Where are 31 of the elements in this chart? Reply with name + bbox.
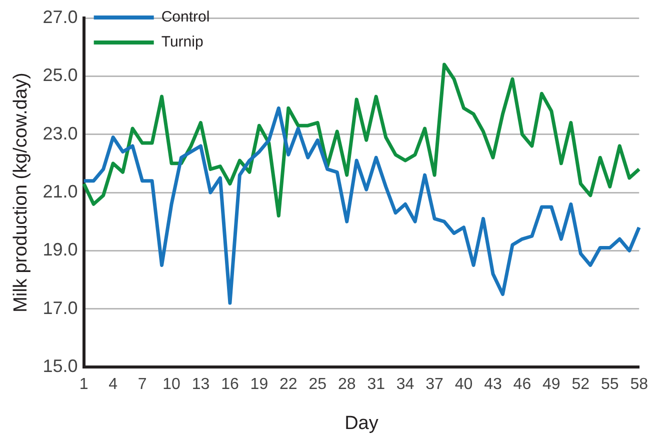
y-tick-label: 15.0 <box>42 356 78 376</box>
y-axis-title: Milk production (kg/cow.day) <box>10 72 32 312</box>
y-tick-label: 19.0 <box>42 240 78 260</box>
legend-label: Control <box>161 8 210 26</box>
x-axis-title: Day <box>344 412 379 434</box>
y-tick-label: 25.0 <box>42 65 78 86</box>
legend-label: Turnip <box>161 34 204 51</box>
x-tick-label: 25 <box>308 376 327 394</box>
y-tick-label: 17.0 <box>42 298 78 318</box>
x-tick-label: 40 <box>454 376 473 394</box>
x-tick-label: 46 <box>513 376 532 394</box>
y-tick-label: 21.0 <box>42 181 78 202</box>
x-tick-label: 34 <box>396 376 414 394</box>
x-tick-label: 31 <box>367 376 386 394</box>
x-tick-label: 22 <box>280 376 298 394</box>
x-tick-label: 37 <box>426 376 444 394</box>
x-tick-label: 13 <box>192 376 210 394</box>
y-tick-label: 27.0 <box>42 6 78 27</box>
x-tick-label: 19 <box>250 376 268 394</box>
x-tick-label: 16 <box>221 376 239 394</box>
x-tick-label: 43 <box>484 376 502 394</box>
x-tick-label: 58 <box>630 376 648 394</box>
x-tick-label: 52 <box>572 376 590 394</box>
x-tick-label: 7 <box>138 376 147 394</box>
y-tick-label: 23.0 <box>42 123 78 144</box>
x-tick-label: 4 <box>108 376 118 394</box>
x-tick-label: 1 <box>79 376 88 394</box>
x-tick-label: 55 <box>600 376 619 394</box>
x-tick-label: 28 <box>338 376 356 394</box>
x-tick-label: 10 <box>162 376 181 394</box>
x-tick-label: 49 <box>542 376 560 394</box>
